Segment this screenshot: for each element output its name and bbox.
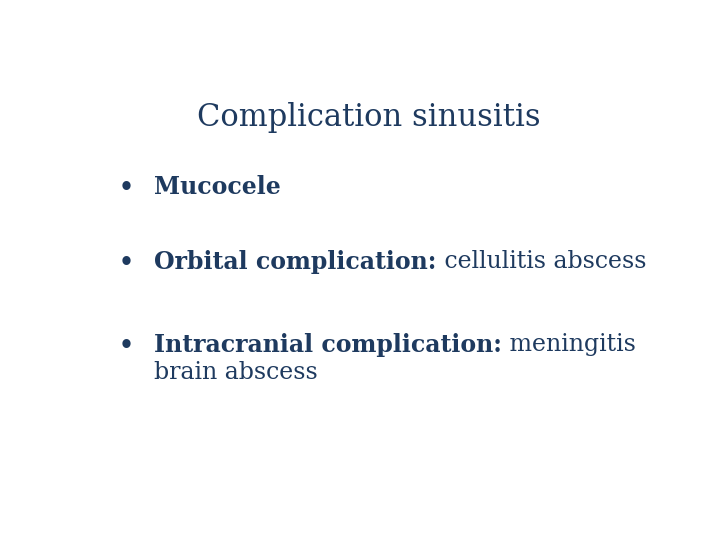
Text: Intracranial complication:: Intracranial complication: — [154, 333, 502, 357]
Text: Mucocele: Mucocele — [154, 175, 281, 199]
Text: •: • — [119, 250, 134, 274]
Text: Complication sinusitis: Complication sinusitis — [197, 102, 541, 133]
Text: brain abscess: brain abscess — [154, 361, 318, 383]
Text: Orbital complication:: Orbital complication: — [154, 250, 436, 274]
Text: •: • — [119, 175, 134, 199]
Text: meningitis: meningitis — [502, 333, 636, 356]
Text: •: • — [119, 333, 134, 357]
Text: cellulitis abscess: cellulitis abscess — [436, 250, 646, 273]
